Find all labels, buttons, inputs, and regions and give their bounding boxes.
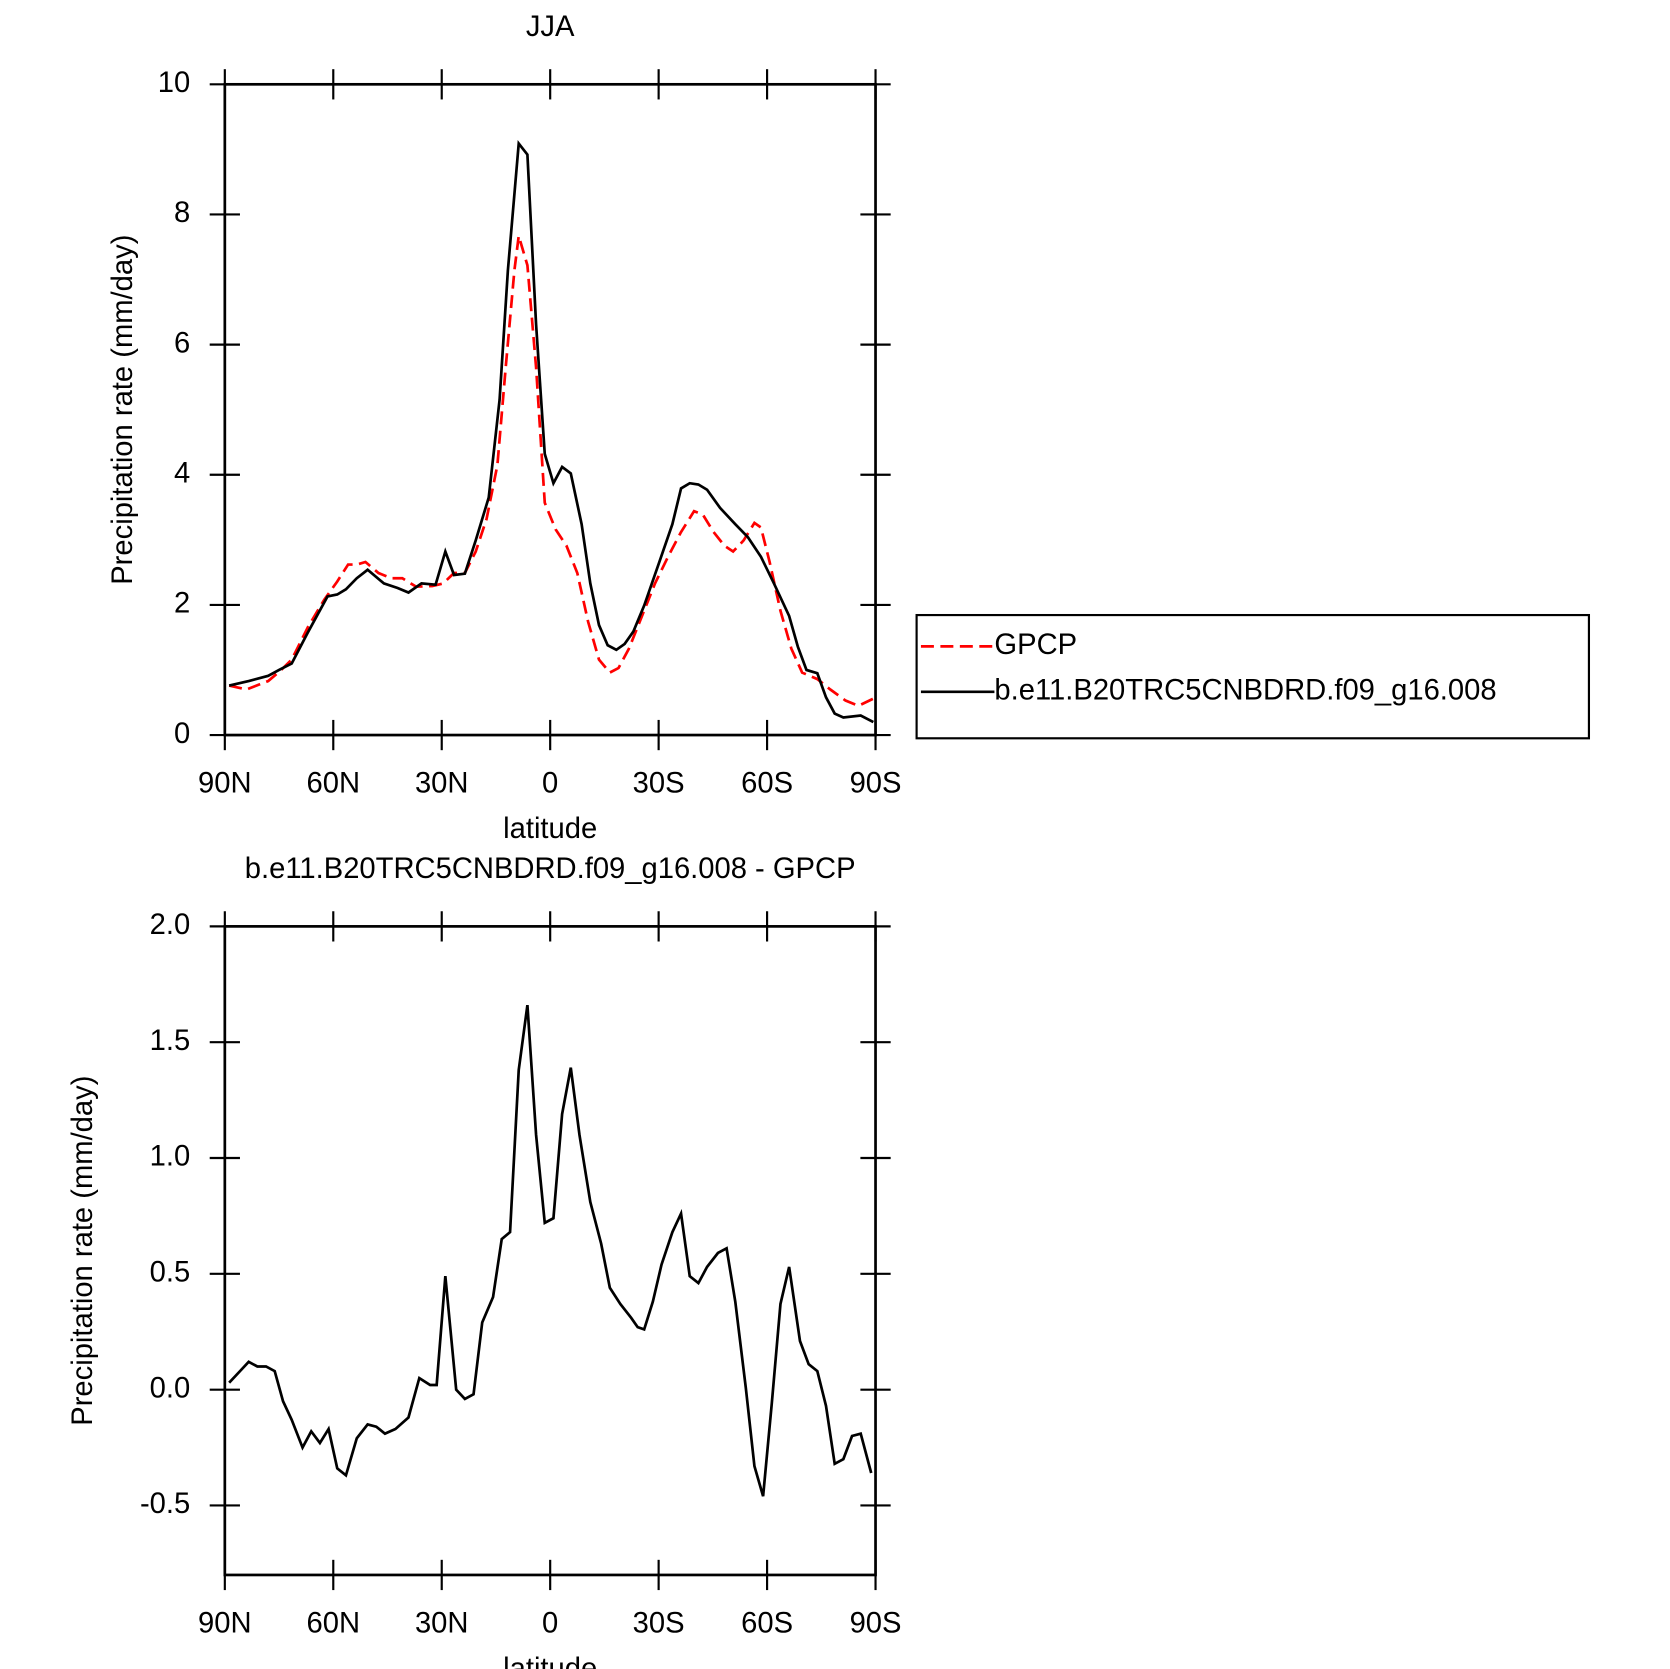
data-line — [228, 235, 874, 708]
x-axis-label: latitude — [503, 1653, 597, 1669]
x-tick-label: 30S — [633, 767, 685, 799]
y-tick-label: 2.0 — [150, 909, 191, 941]
x-tick-label: 60S — [741, 1607, 793, 1639]
x-tick-label: 30S — [633, 1607, 685, 1639]
x-tick-label: 60S — [741, 767, 793, 799]
x-tick-label: 60N — [307, 767, 361, 799]
legend-box — [915, 613, 1591, 740]
plot-frame — [223, 925, 877, 1577]
data-line — [228, 1004, 873, 1497]
x-tick-label: 30N — [415, 1607, 469, 1639]
x-tick-label: 30N — [415, 767, 469, 799]
chart-title: JJA — [526, 11, 575, 43]
x-tick-label: 60N — [307, 1607, 361, 1639]
x-tick-label: 90S — [850, 1607, 902, 1639]
y-tick-label: 0.5 — [150, 1257, 191, 1289]
legend-label: GPCP — [994, 629, 1077, 661]
x-tick-label: 90N — [198, 767, 252, 799]
legend-label: b.e11.B20TRC5CNBDRD.f09_g16.008 — [994, 675, 1496, 707]
y-tick-label: -0.5 — [140, 1488, 190, 1520]
y-tick-label: 4 — [174, 457, 190, 489]
plot-frame — [223, 82, 877, 737]
y-tick-label: 1.0 — [150, 1141, 191, 1173]
x-tick-label: 0 — [542, 767, 558, 799]
y-axis-label: Precipitation rate (mm/day) — [107, 235, 139, 585]
y-tick-label: 1.5 — [150, 1025, 191, 1057]
x-axis-label: latitude — [503, 813, 597, 845]
y-tick-label: 8 — [174, 197, 190, 229]
x-tick-label: 90S — [850, 767, 902, 799]
y-tick-label: 0.0 — [150, 1372, 191, 1404]
chart-title: b.e11.B20TRC5CNBDRD.f09_g16.008 - GPCP — [245, 853, 856, 885]
y-tick-label: 10 — [158, 67, 190, 99]
y-tick-label: 0 — [174, 718, 190, 750]
y-tick-label: 6 — [174, 327, 190, 359]
data-line — [228, 139, 874, 724]
y-tick-label: 2 — [174, 588, 190, 620]
x-tick-label: 0 — [542, 1607, 558, 1639]
y-axis-label: Precipitation rate (mm/day) — [67, 1076, 99, 1426]
x-tick-label: 90N — [198, 1607, 252, 1639]
